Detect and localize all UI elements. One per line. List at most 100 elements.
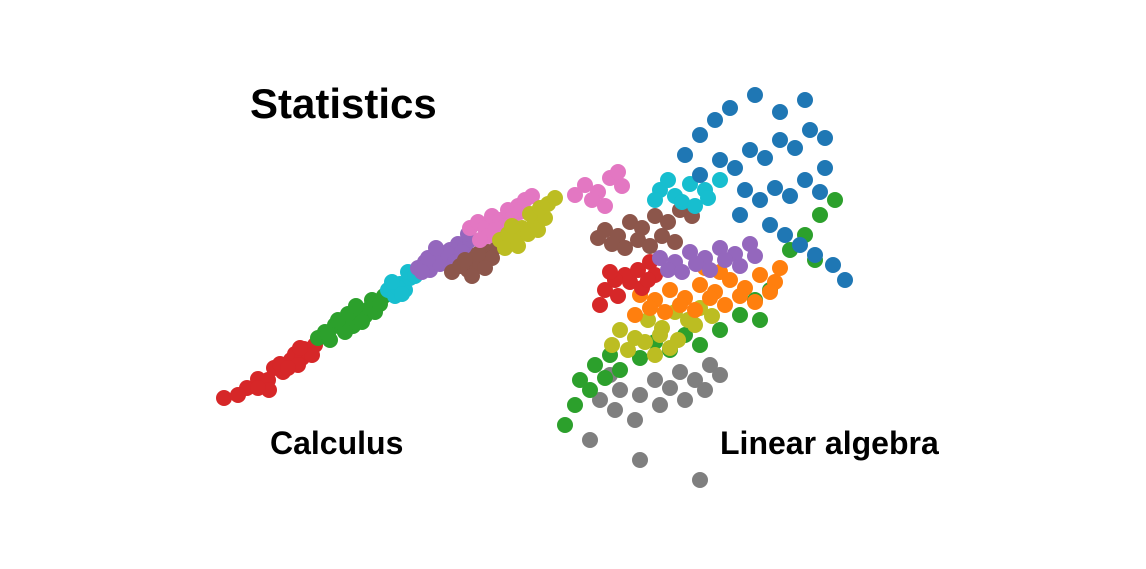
scatter-point (697, 382, 713, 398)
scatter-point (647, 192, 663, 208)
scatter-point (732, 307, 748, 323)
scatter-point (677, 147, 693, 163)
scatter-point (712, 322, 728, 338)
scatter-point (642, 300, 658, 316)
scatter-point (752, 267, 768, 283)
scatter-point (610, 164, 626, 180)
scatter-point (757, 150, 773, 166)
scatter-point (772, 260, 788, 276)
scatter-point (827, 192, 843, 208)
scatter-point (547, 190, 563, 206)
scatter-point (672, 364, 688, 380)
scatter-point (632, 387, 648, 403)
scatter-point (612, 322, 628, 338)
scatter-point (620, 342, 636, 358)
scatter-point (777, 227, 793, 243)
scatter-point (394, 286, 410, 302)
scatter-point (612, 362, 628, 378)
scatter-point (504, 218, 520, 234)
scatter-point (627, 307, 643, 323)
scatter-point (825, 257, 841, 273)
scatter-point (662, 282, 678, 298)
scatter-point (604, 337, 620, 353)
scatter-point (557, 417, 573, 433)
scatter-point (582, 382, 598, 398)
scatter-point (567, 397, 583, 413)
scatter-point (702, 290, 718, 306)
scatter-point (717, 252, 733, 268)
scatter-point (662, 340, 678, 356)
scatter-point (747, 248, 763, 264)
scatter-point (712, 172, 728, 188)
scatter-point (812, 207, 828, 223)
scatter-point (662, 380, 678, 396)
scatter-point (292, 340, 308, 356)
scatter-point (602, 264, 618, 280)
scatter-point (582, 432, 598, 448)
scatter-point (472, 232, 488, 248)
scatter-point (647, 347, 663, 363)
scatter-point (657, 304, 673, 320)
scatter-point (230, 387, 246, 403)
scatter-point (354, 314, 370, 330)
scatter-point (672, 297, 688, 313)
scatter-point (772, 132, 788, 148)
scatter-point (792, 237, 808, 253)
scatter-point (762, 284, 778, 300)
scatter-point (767, 180, 783, 196)
scatter-point (627, 412, 643, 428)
scatter-point (712, 152, 728, 168)
scatter-point (612, 382, 628, 398)
scatter-point (692, 337, 708, 353)
scatter-point (597, 198, 613, 214)
scatter-point (802, 122, 818, 138)
scatter-point (752, 312, 768, 328)
scatter-point (732, 258, 748, 274)
scatter-point (250, 380, 266, 396)
scatter-point (692, 167, 708, 183)
chart-label: Statistics (250, 80, 437, 128)
scatter-point (782, 188, 798, 204)
chart-label: Linear algebra (720, 425, 939, 462)
scatter-point (747, 87, 763, 103)
scatter-point (704, 308, 720, 324)
scatter-point (737, 182, 753, 198)
scatter-point (732, 207, 748, 223)
scatter-point (707, 112, 723, 128)
scatter-point (722, 100, 738, 116)
scatter-point (817, 130, 833, 146)
scatter-point (762, 217, 778, 233)
scatter-point (632, 452, 648, 468)
scatter-point (667, 234, 683, 250)
scatter-point (717, 297, 733, 313)
scatter-point (702, 262, 718, 278)
scatter-point (567, 187, 583, 203)
scatter-point (747, 294, 763, 310)
scatter-point (692, 472, 708, 488)
scatter-point (414, 264, 430, 280)
scatter-point (280, 360, 296, 376)
scatter-point (772, 104, 788, 120)
scatter-point (807, 247, 823, 263)
scatter-point (687, 302, 703, 318)
scatter-point (592, 297, 608, 313)
scatter-point (477, 260, 493, 276)
scatter-point (590, 230, 606, 246)
scatter-point (597, 370, 613, 386)
scatter-point (457, 252, 473, 268)
scatter-point (752, 192, 768, 208)
chart-label: Calculus (270, 425, 403, 462)
scatter-chart: Statistics Calculus Linear algebra (0, 0, 1146, 569)
scatter-point (817, 160, 833, 176)
scatter-point (652, 397, 668, 413)
scatter-point (348, 298, 364, 314)
scatter-point (797, 92, 813, 108)
scatter-point (607, 402, 623, 418)
scatter-point (797, 172, 813, 188)
scatter-point (727, 160, 743, 176)
scatter-point (614, 178, 630, 194)
scatter-point (787, 140, 803, 156)
scatter-point (837, 272, 853, 288)
scatter-point (742, 142, 758, 158)
scatter-point (647, 372, 663, 388)
